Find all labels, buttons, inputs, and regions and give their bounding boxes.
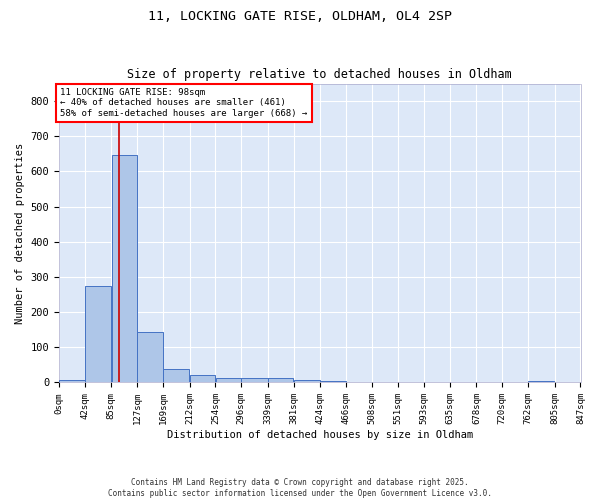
Bar <box>268 378 293 382</box>
Bar <box>163 370 190 382</box>
Title: Size of property relative to detached houses in Oldham: Size of property relative to detached ho… <box>127 68 512 81</box>
Y-axis label: Number of detached properties: Number of detached properties <box>15 142 25 324</box>
Text: 11 LOCKING GATE RISE: 98sqm
← 40% of detached houses are smaller (461)
58% of se: 11 LOCKING GATE RISE: 98sqm ← 40% of det… <box>60 88 308 118</box>
Bar <box>112 154 137 382</box>
Bar <box>215 378 241 382</box>
Bar <box>190 376 215 382</box>
Bar <box>320 380 346 382</box>
X-axis label: Distribution of detached houses by size in Oldham: Distribution of detached houses by size … <box>167 430 473 440</box>
Bar <box>85 286 111 382</box>
Text: Contains HM Land Registry data © Crown copyright and database right 2025.
Contai: Contains HM Land Registry data © Crown c… <box>108 478 492 498</box>
Bar <box>294 380 320 382</box>
Text: 11, LOCKING GATE RISE, OLDHAM, OL4 2SP: 11, LOCKING GATE RISE, OLDHAM, OL4 2SP <box>148 10 452 23</box>
Bar <box>529 380 554 382</box>
Bar <box>241 378 268 382</box>
Bar <box>137 332 163 382</box>
Bar <box>59 380 85 382</box>
